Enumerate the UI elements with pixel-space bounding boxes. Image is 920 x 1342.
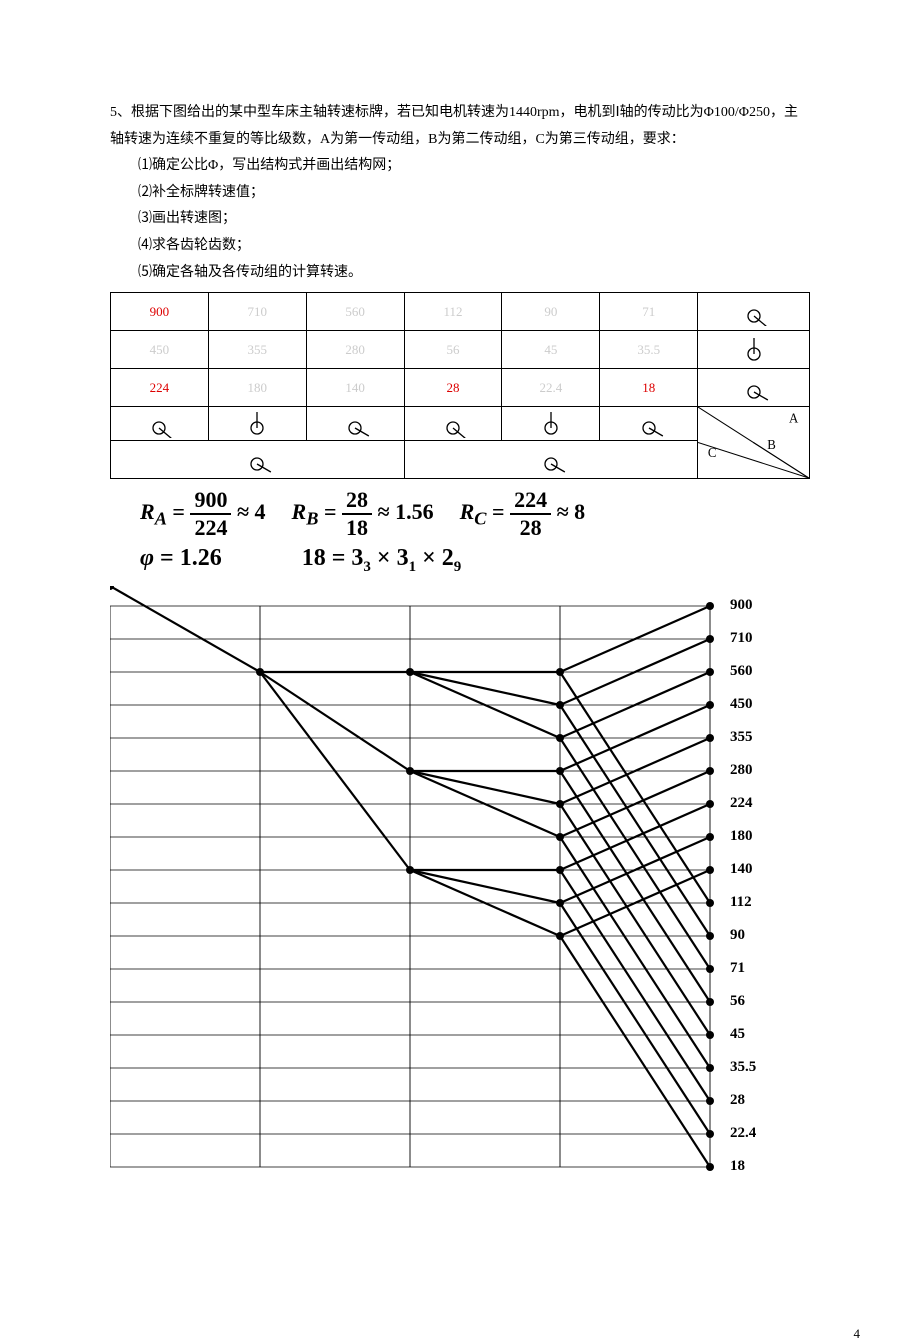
speed-label: 56 [730, 993, 745, 1010]
dial-cell [404, 407, 502, 441]
problem-item-5: ⑸确定各轴及各传动组的计算转速。 [110, 260, 810, 287]
svg-text:C: C [708, 445, 717, 460]
speed-diagram: 900 710 560 450 355 280 224 180 140 112 90 71 56 45 35… [110, 586, 810, 1216]
speed-cell: 112 [404, 293, 502, 331]
speed-label: 355 [730, 729, 753, 746]
problem-item-3: ⑶画出转速图； [110, 206, 810, 233]
speed-cell: 18 [600, 369, 698, 407]
speed-cell: 90 [502, 293, 600, 331]
phi-structure-line: φ = 1.26 18 = 33 × 31 × 29 [140, 545, 810, 576]
speed-diagram-svg [110, 586, 810, 1216]
problem-number: 5、 [110, 105, 131, 120]
speed-label: 450 [730, 696, 753, 713]
speed-cell: 224 [111, 369, 209, 407]
problem-item-4: ⑷求各齿轮齿数； [110, 233, 810, 260]
speed-label: 180 [730, 828, 753, 845]
problem-text: 5、根据下图给出的某中型车床主轴转速标牌，若已知电机转速为1440rpm，电机到… [110, 100, 810, 286]
speed-label: 71 [730, 960, 745, 977]
dial-cell [111, 441, 405, 479]
problem-intro: 根据下图给出的某中型车床主轴转速标牌，若已知电机转速为1440rpm，电机到Ⅰ轴… [110, 105, 798, 147]
speed-label: 45 [730, 1026, 745, 1043]
problem-item-2: ⑵补全标牌转速值； [110, 180, 810, 207]
dial-cell [600, 407, 698, 441]
speed-cell: 280 [306, 331, 404, 369]
dial-cell [698, 293, 810, 331]
speed-cell: 560 [306, 293, 404, 331]
speed-cell: 710 [208, 293, 306, 331]
speed-plate-table: 9007105601129071450355280564535.52241801… [110, 292, 810, 479]
speed-cell: 180 [208, 369, 306, 407]
speed-label: 90 [730, 927, 745, 944]
speed-cell: 22.4 [502, 369, 600, 407]
speed-cell: 45 [502, 331, 600, 369]
speed-label: 710 [730, 630, 753, 647]
dial-cell [208, 407, 306, 441]
speed-cell: 28 [404, 369, 502, 407]
speed-label: 22.4 [730, 1125, 756, 1142]
abc-diagonal-cell: A B C [698, 407, 810, 479]
dial-cell [306, 407, 404, 441]
dial-cell [698, 331, 810, 369]
dial-cell [502, 407, 600, 441]
ratio-formulas: RA = 900224 ≈ 4 RB = 2818 ≈ 1.56 RC = 22… [140, 489, 810, 539]
speed-cell: 900 [111, 293, 209, 331]
speed-cell: 71 [600, 293, 698, 331]
problem-item-1: ⑴确定公比Φ，写出结构式并画出结构网； [110, 153, 810, 180]
phi-value: φ = 1.26 [140, 545, 222, 576]
formula-RA: RA = 900224 ≈ 4 [140, 489, 266, 539]
speed-label: 140 [730, 861, 753, 878]
speed-label: 900 [730, 597, 753, 614]
speed-label: 112 [730, 894, 752, 911]
speed-cell: 56 [404, 331, 502, 369]
speed-label: 28 [730, 1092, 745, 1109]
dial-cell [404, 441, 698, 479]
dial-cell [111, 407, 209, 441]
speed-cell: 450 [111, 331, 209, 369]
speed-label: 35.5 [730, 1059, 756, 1076]
speed-cell: 140 [306, 369, 404, 407]
page-number: 4 [854, 1326, 861, 1342]
dial-cell [698, 369, 810, 407]
svg-text:B: B [767, 437, 776, 452]
formula-RC: RC = 22428 ≈ 8 [460, 489, 586, 539]
formula-RB: RB = 2818 ≈ 1.56 [292, 489, 434, 539]
speed-label: 224 [730, 795, 753, 812]
speed-label: 18 [730, 1158, 745, 1175]
speed-label: 280 [730, 762, 753, 779]
speed-cell: 35.5 [600, 331, 698, 369]
svg-text:A: A [789, 411, 799, 426]
speed-cell: 355 [208, 331, 306, 369]
structure-formula: 18 = 33 × 31 × 29 [302, 545, 462, 576]
speed-label: 560 [730, 663, 753, 680]
